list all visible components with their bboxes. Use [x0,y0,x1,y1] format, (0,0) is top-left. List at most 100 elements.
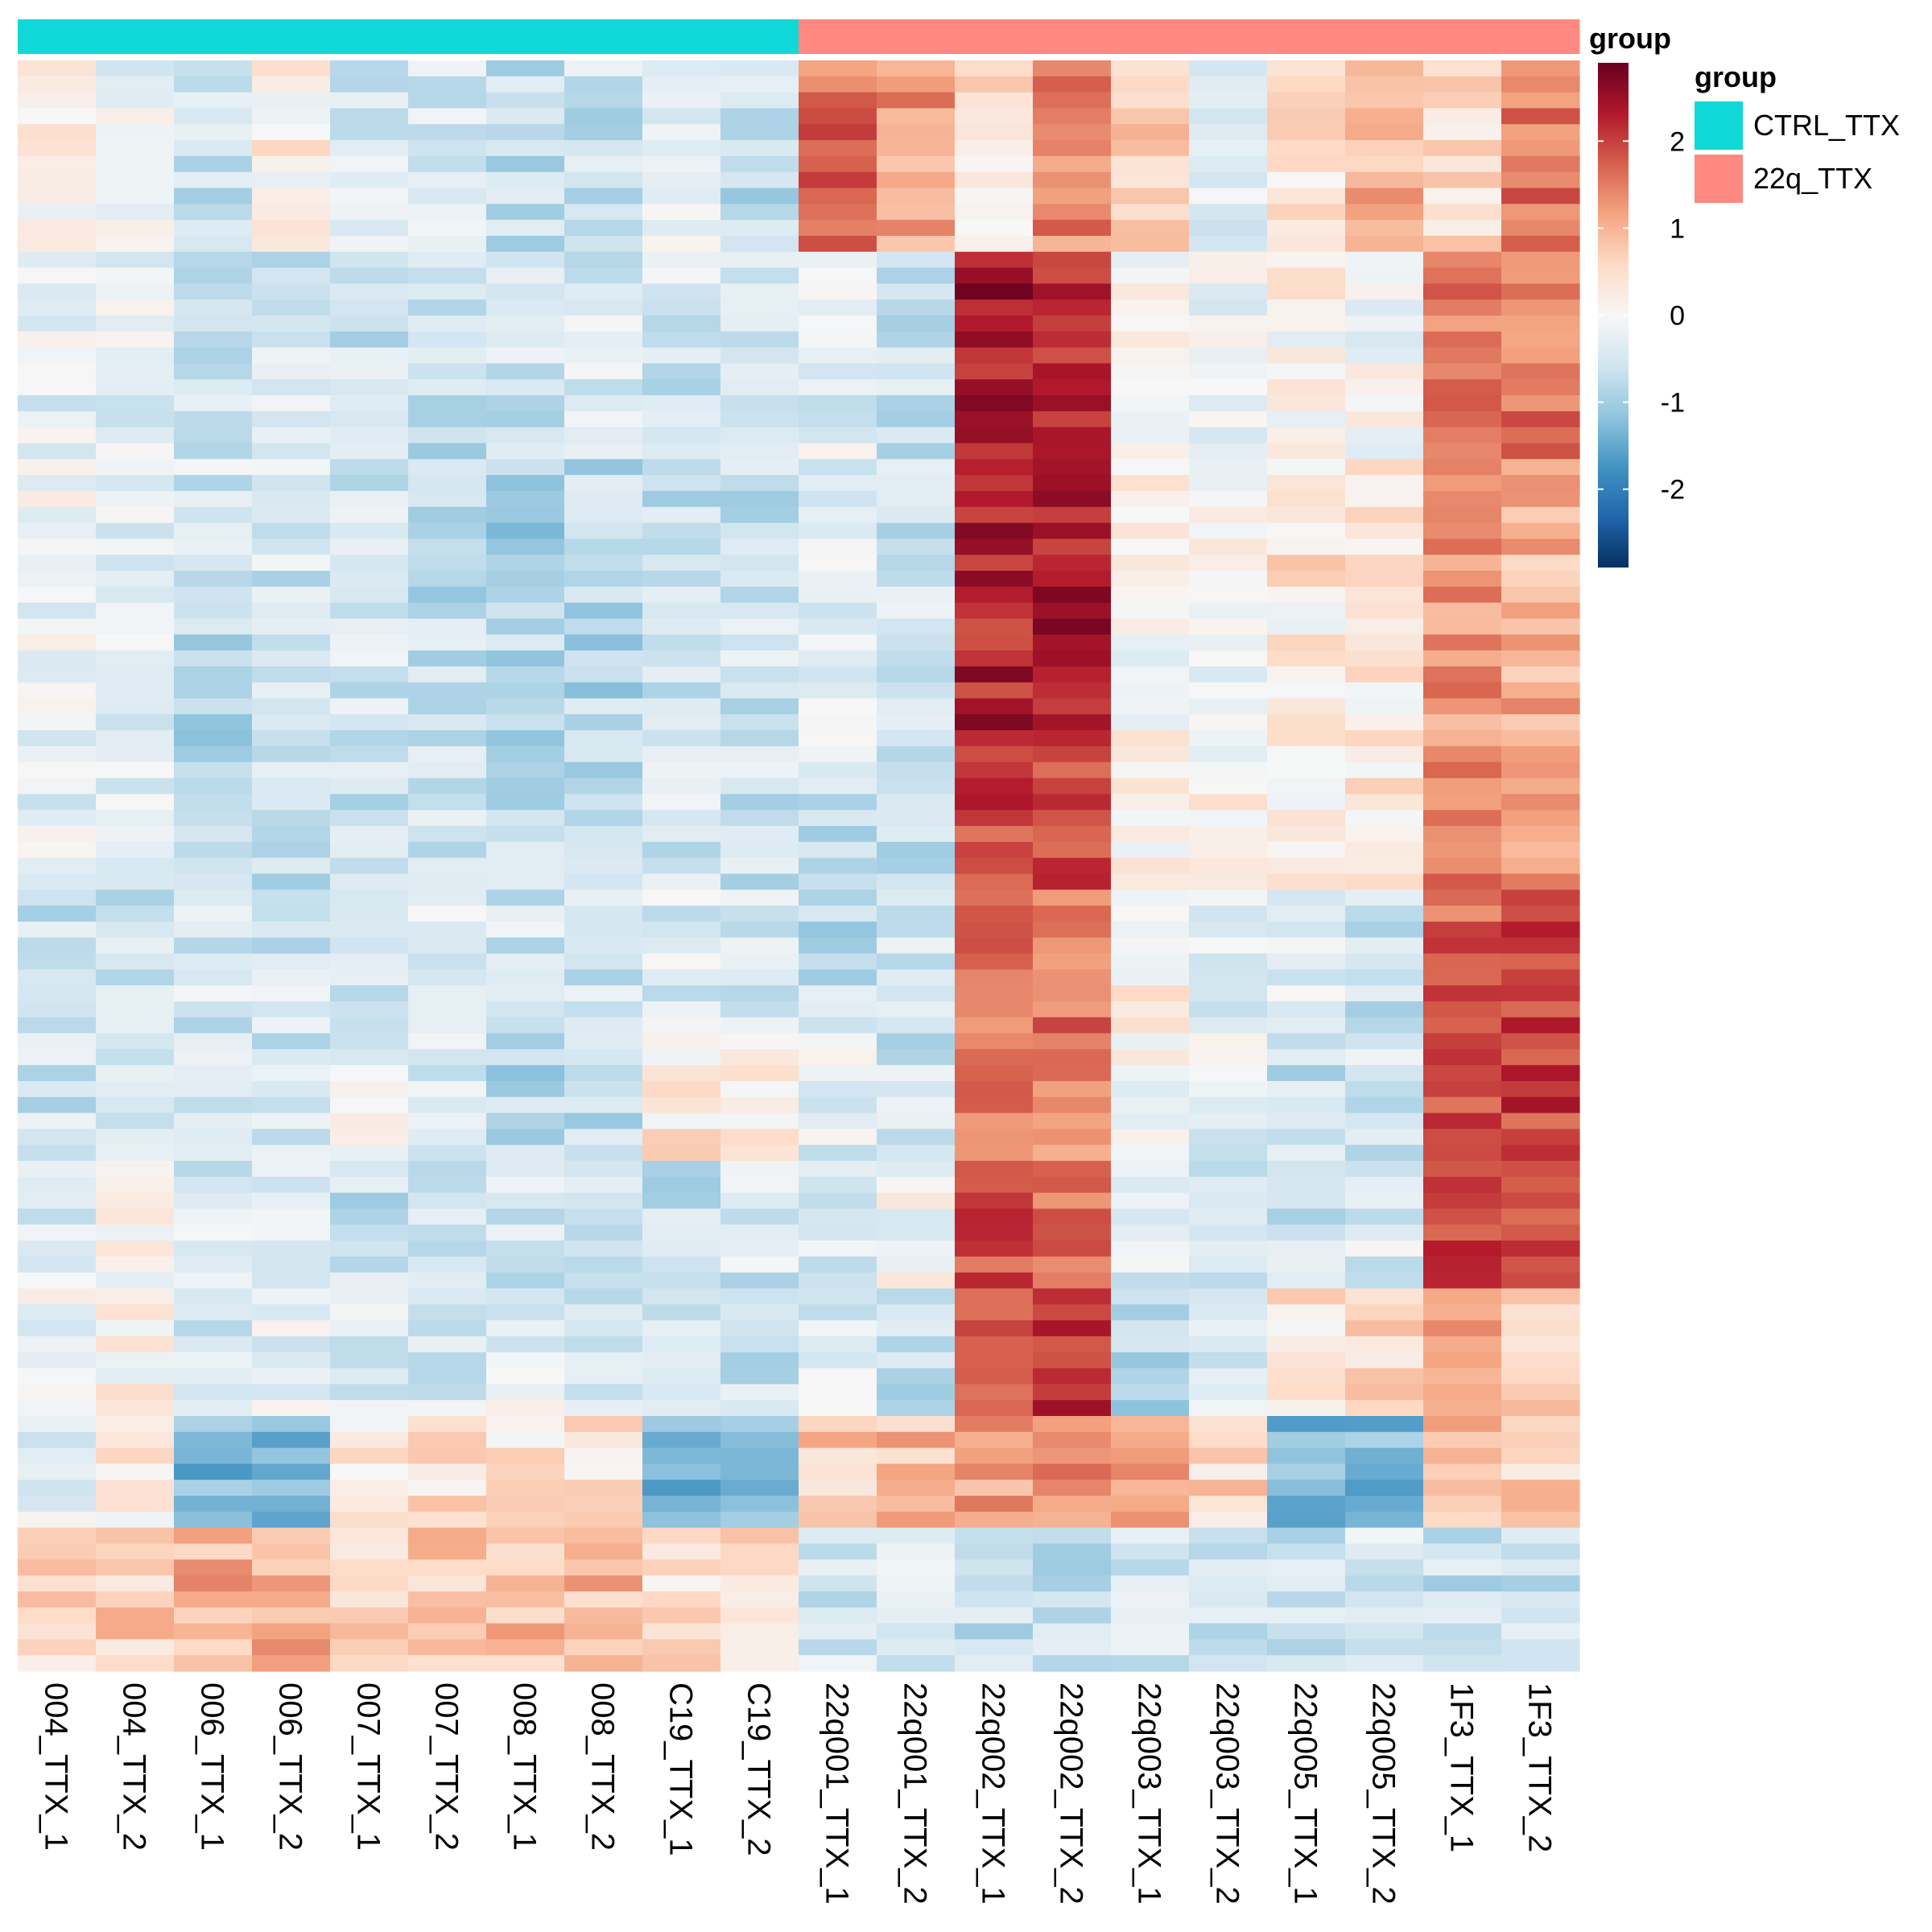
heatmap-cell [1501,1607,1580,1624]
heatmap-cell [642,969,721,986]
heatmap-cell [1501,522,1580,539]
heatmap-cell [564,1591,643,1608]
heatmap-cell [1267,762,1346,779]
heatmap-cell [799,1224,877,1241]
heatmap-cell [1267,857,1346,874]
heatmap-cell [1111,443,1190,460]
heatmap-cell [252,1272,331,1290]
heatmap-cell [1345,1288,1424,1305]
heatmap-cell [1501,379,1580,396]
heatmap-cell [642,1511,721,1529]
column-label: 22q003_TTX_1 [1132,1682,1167,1905]
heatmap-cell [1267,76,1346,93]
heatmap-cell [252,1623,331,1640]
heatmap-cell [1267,522,1346,539]
heatmap-cell [642,714,721,731]
heatmap-cell [1501,857,1580,874]
heatmap-cell [1423,1400,1502,1417]
heatmap-cell [1189,140,1268,157]
heatmap-cell [486,411,565,428]
heatmap-cell [1501,235,1580,253]
heatmap-cell [1345,555,1424,572]
heatmap-cell [408,555,487,572]
heatmap-cell [1267,650,1346,667]
heatmap-cell [1501,475,1580,492]
heatmap-cell [1267,1224,1346,1241]
heatmap-cell [720,794,799,811]
heatmap-cell [955,315,1034,332]
heatmap-cell [799,1033,877,1050]
heatmap-cell [1423,890,1502,906]
heatmap-cell [330,204,409,221]
column-label: 008_TTX_1 [507,1682,543,1851]
heatmap-cell [1501,315,1580,332]
heatmap-cell [955,1320,1034,1337]
heatmap-cell [1345,539,1424,555]
heatmap-cell [408,1607,487,1624]
heatmap-cell [877,1607,956,1624]
heatmap-cell [799,921,877,939]
heatmap-cell [486,1001,565,1018]
heatmap-cell [18,427,97,444]
heatmap-cell [18,873,97,890]
heatmap-cell [955,92,1034,109]
heatmap-cell [642,650,721,667]
heatmap-cell [408,1129,487,1146]
heatmap-cell [642,1129,721,1146]
heatmap-cell [1345,522,1424,539]
heatmap-cell [720,953,799,970]
heatmap-cell [18,140,97,157]
heatmap-cell [96,969,175,986]
heatmap-cell [642,443,721,460]
heatmap-cell [408,108,487,125]
heatmap-cell [1501,1113,1580,1129]
heatmap-cell [1345,220,1424,237]
heatmap-cell [96,522,175,539]
heatmap-cell [330,1113,409,1129]
heatmap-cell [1111,810,1190,827]
heatmap-cell [1033,634,1112,651]
heatmap-cell [252,506,331,524]
heatmap-cell [1423,666,1502,683]
heatmap-cell [96,1176,175,1194]
heatmap-cell [486,490,565,508]
heatmap-cell [1423,1241,1502,1257]
heatmap-cell [720,427,799,444]
heatmap-cell [877,539,956,555]
heatmap-cell [252,682,331,700]
annotation-cell-22q005_TTX_1 [1267,19,1346,54]
heatmap-cell [408,1304,487,1321]
heatmap-cell [1267,1113,1346,1129]
heatmap-cell [96,698,175,715]
heatmap-cell [1111,171,1190,189]
heatmap-cell [330,1384,409,1401]
heatmap-cell [1501,1496,1580,1513]
heatmap-cell [1033,810,1112,827]
heatmap-cell [18,522,97,539]
heatmap-cell [1345,586,1424,604]
heatmap-cell [564,299,643,316]
heatmap-cell [1423,1352,1502,1369]
heatmap-cell [1345,1623,1424,1640]
heatmap-cell [642,1080,721,1098]
heatmap-cell [1423,1655,1502,1672]
heatmap-cell [174,1463,253,1480]
heatmap-cell [330,60,409,77]
heatmap-cell [955,1623,1034,1640]
heatmap-cell [96,1559,175,1576]
heatmap-cell [408,539,487,555]
heatmap-cell [252,1463,331,1480]
heatmap-cell [955,1559,1034,1576]
heatmap-cell [96,1049,175,1066]
heatmap-cell [720,570,799,588]
heatmap-cell [1111,1113,1190,1129]
heatmap-cell [330,1208,409,1225]
heatmap-cell [1111,1288,1190,1305]
heatmap-cell [1345,1559,1424,1576]
heatmap-cell [642,539,721,555]
heatmap-cell [486,1480,565,1496]
heatmap-cell [486,985,565,1002]
heatmap-cell [330,602,409,620]
heatmap-cell [799,1368,877,1385]
heatmap-cell [1267,1129,1346,1146]
